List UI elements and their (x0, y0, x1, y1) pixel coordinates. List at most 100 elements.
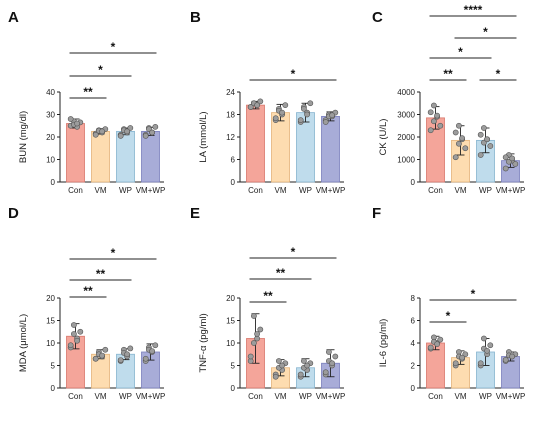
data-point (127, 345, 134, 352)
x-tick-label: Con (248, 186, 263, 195)
data-point (77, 328, 84, 335)
data-point (329, 112, 335, 119)
significance-label: ** (263, 289, 273, 303)
panel-letter: F (372, 205, 381, 222)
significance-label: * (98, 63, 103, 77)
y-tick-label: 20 (226, 294, 235, 303)
x-tick-label: VM+WP (316, 392, 346, 401)
data-point (279, 362, 285, 369)
significance-label: * (471, 287, 476, 301)
data-point (257, 326, 264, 333)
data-point (502, 356, 509, 363)
y-tick-label: 4000 (397, 88, 415, 97)
bar-wp (116, 130, 135, 183)
data-point (502, 154, 509, 161)
y-tick-label: 6 (411, 317, 416, 326)
x-tick-label: VM (95, 186, 107, 195)
data-point (480, 125, 487, 131)
significance-label: * (458, 45, 463, 59)
y-tick-label: 20 (46, 133, 55, 142)
data-point (509, 353, 515, 360)
x-tick-label: WP (299, 392, 312, 401)
data-point (434, 341, 440, 348)
x-tick-label: WP (479, 392, 492, 401)
bar-con (66, 123, 85, 183)
y-tick-label: 8 (411, 294, 416, 303)
significance-label: ** (96, 267, 106, 281)
y-tick-label: 0 (411, 384, 416, 393)
data-point (322, 369, 329, 376)
data-point (304, 111, 310, 118)
data-point (92, 131, 99, 138)
panel-letter: C (372, 9, 383, 26)
data-point (250, 313, 257, 319)
data-point (124, 351, 130, 358)
data-point (250, 340, 257, 346)
data-point (300, 358, 307, 364)
y-tick-label: 0 (231, 384, 236, 393)
x-tick-label: VM (455, 186, 467, 195)
y-tick-label: 5 (231, 362, 236, 371)
data-point (455, 140, 462, 147)
data-point (332, 353, 339, 360)
data-point (71, 331, 77, 337)
panel-letter: E (190, 205, 200, 222)
y-tick-label: 12 (226, 133, 235, 142)
y-tick-label: 6 (231, 156, 236, 165)
x-tick-label: VM (275, 186, 287, 195)
significance-label: * (111, 246, 116, 260)
y-tick-label: 30 (46, 111, 55, 120)
y-tick-label: 0 (51, 384, 56, 393)
bar-vm (271, 112, 290, 183)
y-tick-label: 0 (51, 178, 56, 187)
x-tick-label: VM+WP (136, 186, 166, 195)
data-point (247, 353, 254, 360)
data-point (430, 102, 437, 109)
panel-f: F IL-6 (pg/ml) 0 2 4 6 8 Con VM WP VM+WP * * (372, 205, 525, 401)
data-point (437, 336, 444, 343)
data-point (322, 119, 329, 125)
y-tick-label: 15 (226, 317, 235, 326)
data-point (92, 355, 99, 362)
data-point (254, 331, 260, 337)
panel-b: B LA (mmol/L) 0 6 12 18 24 Con VM WP VM+WP * (190, 9, 345, 195)
y-tick-label: 40 (46, 88, 55, 97)
data-point (427, 344, 434, 351)
data-point (74, 337, 80, 344)
significance-label: * (291, 67, 296, 81)
data-point (459, 135, 465, 142)
data-point (487, 342, 494, 349)
data-point (71, 322, 77, 328)
data-point (117, 132, 124, 139)
y-tick-label: 0 (411, 178, 416, 187)
data-point (427, 109, 434, 116)
significance-label: ** (443, 67, 453, 81)
y-tick-label: 10 (46, 339, 55, 348)
y-tick-label: 2000 (397, 133, 415, 142)
x-tick-label: WP (479, 186, 492, 195)
data-point (477, 360, 484, 367)
y-axis-label: MDA (μmol/L) (18, 314, 29, 372)
data-point (484, 347, 490, 354)
significance-label: ** (83, 85, 93, 99)
data-point (117, 357, 124, 363)
y-tick-label: 18 (226, 111, 235, 120)
data-point (102, 346, 109, 353)
y-axis-label: IL-6 (pg/ml) (378, 319, 389, 368)
data-point (74, 120, 80, 127)
data-point (325, 349, 332, 355)
data-point (512, 161, 519, 167)
data-point (149, 348, 155, 354)
y-tick-label: 15 (46, 317, 55, 326)
y-tick-label: 24 (226, 88, 235, 97)
x-tick-label: Con (68, 392, 83, 401)
y-tick-label: 1000 (397, 156, 415, 165)
y-axis-label: CK (U/L) (378, 119, 389, 156)
data-point (247, 104, 254, 110)
y-tick-label: 3000 (397, 111, 415, 120)
y-axis-label: BUN (mg/dl) (18, 111, 29, 163)
